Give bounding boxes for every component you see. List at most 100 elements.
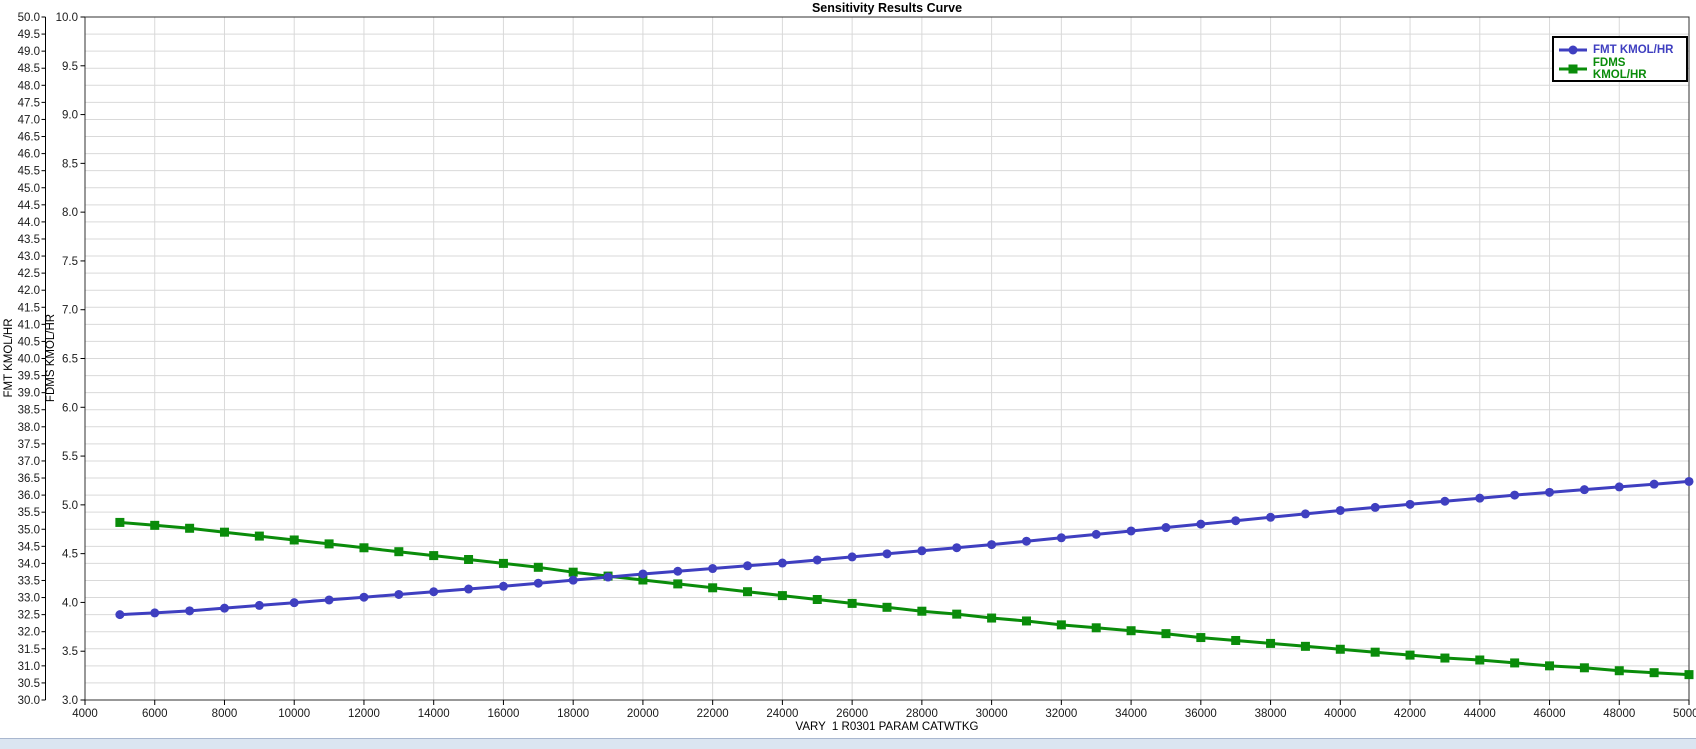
data-point [289,598,299,608]
x-tick-label: 6000 [142,708,168,720]
data-point [150,608,160,618]
fdms-tick-label: 6.0 [62,402,78,414]
fmt-tick-label: 38.5 [18,405,40,417]
data-point [1370,647,1380,657]
fmt-tick-label: 37.0 [18,456,40,468]
fdms-tick-label: 4.5 [62,549,78,561]
data-point [638,575,648,585]
data-point [952,609,962,619]
data-point [1056,533,1066,543]
data-point [708,583,718,593]
data-point [987,540,997,550]
data-point [638,569,648,579]
x-tick-label: 26000 [836,708,868,720]
data-point [777,591,787,601]
data-point [882,602,892,612]
data-point [812,555,822,565]
x-axis-title: VARY 1 R0301 PARAM CATWTKG [795,721,979,733]
data-point [324,595,334,605]
x-tick-label: 20000 [627,708,659,720]
fmt-tick-label: 43.0 [18,251,40,263]
fmt-tick-label: 32.5 [18,610,40,622]
data-point [1475,493,1485,503]
legend-item-fdms[interactable]: FDMS KMOL/HR [1558,56,1682,81]
fmt-tick-label: 34.0 [18,558,40,570]
x-tick-label: 40000 [1324,708,1356,720]
x-tick-label: 8000 [212,708,238,720]
data-point [185,523,195,533]
fdms-tick-label: 7.5 [62,256,78,268]
data-point [1545,487,1555,497]
data-point [1475,655,1485,665]
fmt-tick-label: 33.5 [18,575,40,587]
data-point [1161,523,1171,533]
data-point [464,584,474,594]
data-point [254,600,264,610]
fdms-tick-label: 4.0 [62,597,78,609]
data-point [1579,663,1589,673]
fmt-tick-label: 44.5 [18,200,40,212]
data-point [1614,482,1624,492]
data-point [708,564,718,574]
fmt-tick-label: 39.0 [18,388,40,400]
data-point [673,566,683,576]
fmt-tick-label: 46.0 [18,149,40,161]
data-point [1056,620,1066,630]
fmt-tick-label: 40.5 [18,336,40,348]
data-point [1405,650,1415,660]
data-point [1300,641,1310,651]
data-point [115,610,125,620]
data-point [185,606,195,616]
data-point [1649,668,1659,678]
data-point [1335,505,1345,515]
x-tick-label: 44000 [1464,708,1496,720]
fmt-tick-label: 48.0 [18,80,40,92]
window-bottom-edge [0,738,1696,749]
data-point [1510,658,1520,668]
data-point [1091,529,1101,539]
fmt-axis: 50.0 49.5 49.0 48.5 48.0 47.5 47.0 46.5 46.0 45.5… [18,12,46,707]
fmt-tick-label: 43.5 [18,234,40,246]
data-point [394,589,404,599]
data-point [1440,496,1450,506]
fmt-series-marker-icon [1559,45,1587,54]
fmt-tick-label: 46.5 [18,132,40,144]
fmt-tick-label: 31.0 [18,661,40,673]
fmt-tick-label: 45.5 [18,166,40,178]
data-point [115,517,125,527]
fmt-tick-label: 35.0 [18,524,40,536]
data-point [882,549,892,559]
data-point [429,587,439,597]
fmt-tick-label: 49.5 [18,29,40,41]
fdms-tick-label: 10.0 [56,12,78,24]
data-point [1614,666,1624,676]
data-point [289,535,299,545]
x-tick-label: 4000 [72,708,98,720]
data-point [603,572,613,582]
series-markers-fmt [115,476,1694,620]
legend[interactable]: FMT KMOL/HR FDMS KMOL/HR [1552,36,1688,82]
data-point [952,543,962,553]
legend-item-fmt[interactable]: FMT KMOL/HR [1558,40,1682,59]
data-point [568,567,578,577]
fmt-tick-label: 41.5 [18,302,40,314]
data-point [1196,519,1206,529]
data-point [568,575,578,585]
fdms-tick-label: 8.0 [62,207,78,219]
fdms-tick-label: 5.5 [62,451,78,463]
data-point [1126,626,1136,636]
x-tick-label: 50000 [1673,708,1696,720]
fdms-tick-label: 5.0 [62,500,78,512]
data-point [464,554,474,564]
data-point [917,546,927,556]
fmt-axis-title: FMT KMOL/HR [3,318,15,398]
fdms-series-marker-icon [1559,64,1587,73]
fmt-tick-label: 30.0 [18,695,40,707]
fdms-tick-label: 9.5 [62,61,78,73]
legend-label-fdms: FDMS KMOL/HR [1592,56,1647,81]
data-point [1231,635,1241,645]
x-tick-label: 32000 [1045,708,1077,720]
data-point [743,561,753,571]
legend-label-fmt: FMT KMOL/HR [1593,43,1674,56]
